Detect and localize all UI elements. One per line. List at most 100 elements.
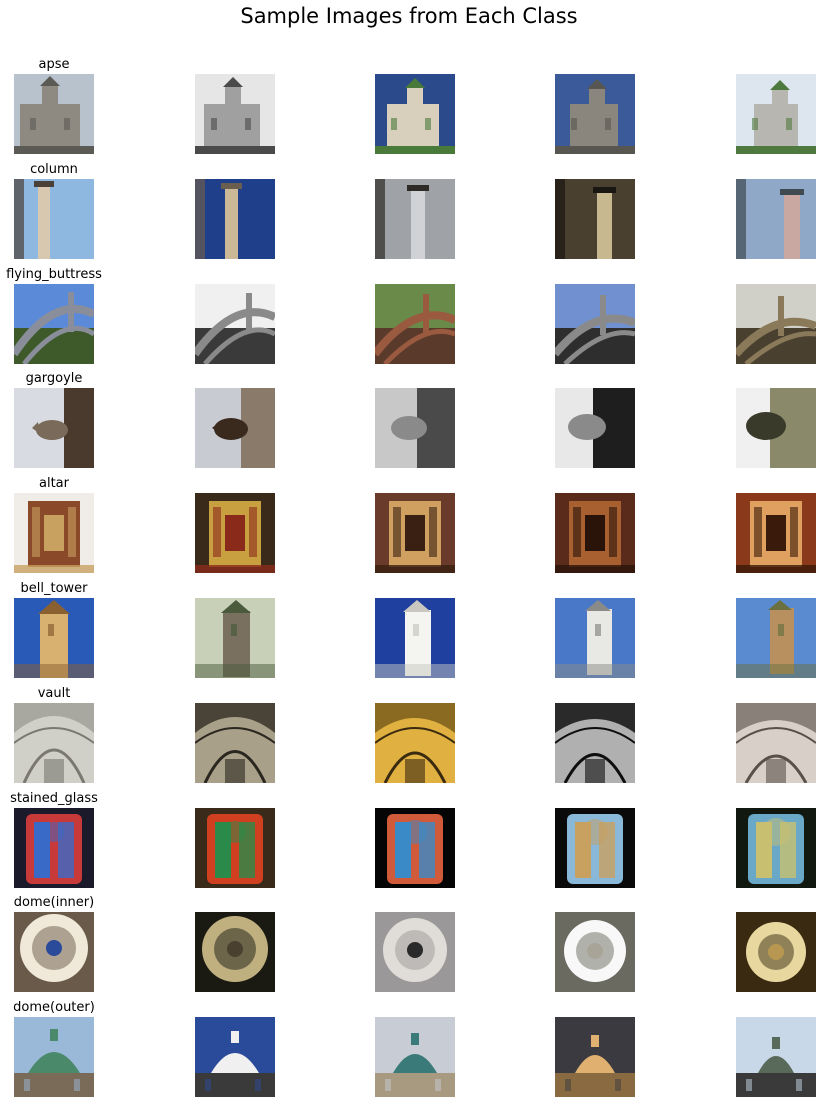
- sample-image: [195, 493, 275, 574]
- sample-image: [555, 1017, 635, 1098]
- sample-image: [195, 388, 275, 469]
- sample-image-thumbnail: [14, 493, 94, 574]
- sample-image-thumbnail: [195, 1017, 275, 1098]
- sample-image: [195, 807, 275, 888]
- sample-image: [375, 598, 455, 678]
- sample-image: [375, 702, 455, 783]
- sample-image-thumbnail: [195, 702, 275, 783]
- sample-image-thumbnail: [14, 1017, 94, 1098]
- sample-image: [14, 74, 94, 154]
- sample-image-thumbnail: [375, 388, 455, 469]
- sample-image-thumbnail: [736, 912, 816, 993]
- sample-image: [736, 807, 816, 888]
- sample-image: [195, 1017, 275, 1098]
- sample-image-thumbnail: [195, 493, 275, 574]
- sample-image-thumbnail: [555, 598, 635, 678]
- sample-image: [375, 178, 455, 259]
- sample-image-thumbnail: [375, 598, 455, 678]
- sample-image: [555, 598, 635, 678]
- sample-image: [736, 388, 816, 469]
- sample-image: [736, 598, 816, 678]
- sample-image-thumbnail: [195, 912, 275, 993]
- sample-image: [555, 702, 635, 783]
- sample-image: [375, 807, 455, 888]
- sample-image-thumbnail: [375, 1017, 455, 1098]
- sample-image-thumbnail: [736, 388, 816, 469]
- sample-image: [14, 283, 94, 364]
- sample-image-thumbnail: [555, 283, 635, 364]
- sample-image: [195, 178, 275, 259]
- sample-image-thumbnail: [14, 912, 94, 993]
- sample-image: [555, 493, 635, 574]
- sample-image: [555, 912, 635, 993]
- sample-image: [195, 283, 275, 364]
- sample-image: [736, 912, 816, 993]
- sample-image-thumbnail: [736, 178, 816, 259]
- sample-image-thumbnail: [375, 493, 455, 574]
- sample-image: [375, 74, 455, 154]
- sample-image-thumbnail: [14, 178, 94, 259]
- sample-image: [375, 388, 455, 469]
- class-label: dome(inner): [13, 895, 95, 911]
- sample-image-thumbnail: [736, 283, 816, 364]
- class-label: altar: [39, 476, 69, 492]
- sample-image: [555, 807, 635, 888]
- sample-image: [375, 283, 455, 364]
- class-label: bell_tower: [20, 581, 88, 596]
- class-label: gargoyle: [25, 371, 83, 387]
- sample-image-thumbnail: [555, 1017, 635, 1098]
- sample-image: [736, 493, 816, 574]
- sample-image: [14, 807, 94, 888]
- sample-image-thumbnail: [375, 912, 455, 993]
- sample-image-thumbnail: [375, 74, 455, 154]
- sample-image: [195, 702, 275, 783]
- sample-image: [14, 388, 94, 469]
- sample-image: [736, 1017, 816, 1098]
- sample-image: [736, 702, 816, 783]
- figure-title: Sample Images from Each Class: [240, 4, 578, 28]
- sample-image-thumbnail: [736, 1017, 816, 1098]
- sample-image-thumbnail: [195, 388, 275, 469]
- class-label: flying_buttress: [6, 266, 102, 282]
- sample-image-thumbnail: [736, 74, 816, 154]
- sample-image-thumbnail: [195, 598, 275, 678]
- sample-image-thumbnail: [555, 807, 635, 888]
- sample-image: [555, 283, 635, 364]
- sample-image: [195, 74, 275, 154]
- sample-image-thumbnail: [736, 807, 816, 888]
- sample-image: [14, 598, 94, 678]
- sample-image-thumbnail: [555, 74, 635, 154]
- class-label: apse: [38, 57, 70, 72]
- sample-image-thumbnail: [555, 493, 635, 574]
- class-label: dome(outer): [13, 1000, 95, 1016]
- sample-image-thumbnail: [375, 178, 455, 259]
- sample-image: [14, 702, 94, 783]
- sample-image-thumbnail: [14, 807, 94, 888]
- sample-image: [195, 912, 275, 993]
- sample-image-thumbnail: [14, 283, 94, 364]
- sample-image-thumbnail: [736, 702, 816, 783]
- sample-image: [555, 74, 635, 154]
- sample-image-thumbnail: [375, 702, 455, 783]
- sample-image: [736, 283, 816, 364]
- sample-image: [375, 493, 455, 574]
- sample-image-thumbnail: [555, 912, 635, 993]
- sample-image-thumbnail: [195, 74, 275, 154]
- sample-image-thumbnail: [14, 702, 94, 783]
- sample-image-thumbnail: [736, 493, 816, 574]
- sample-image-thumbnail: [195, 178, 275, 259]
- sample-image-thumbnail: [14, 388, 94, 469]
- sample-image: [555, 178, 635, 259]
- sample-image-thumbnail: [555, 702, 635, 783]
- sample-image-thumbnail: [375, 283, 455, 364]
- sample-image-thumbnail: [14, 598, 94, 678]
- sample-image-thumbnail: [14, 74, 94, 154]
- sample-image-thumbnail: [375, 807, 455, 888]
- sample-image: [14, 493, 94, 574]
- sample-image: [14, 178, 94, 259]
- sample-image: [195, 598, 275, 678]
- sample-image: [375, 1017, 455, 1098]
- sample-image-thumbnail: [555, 178, 635, 259]
- sample-image: [736, 178, 816, 259]
